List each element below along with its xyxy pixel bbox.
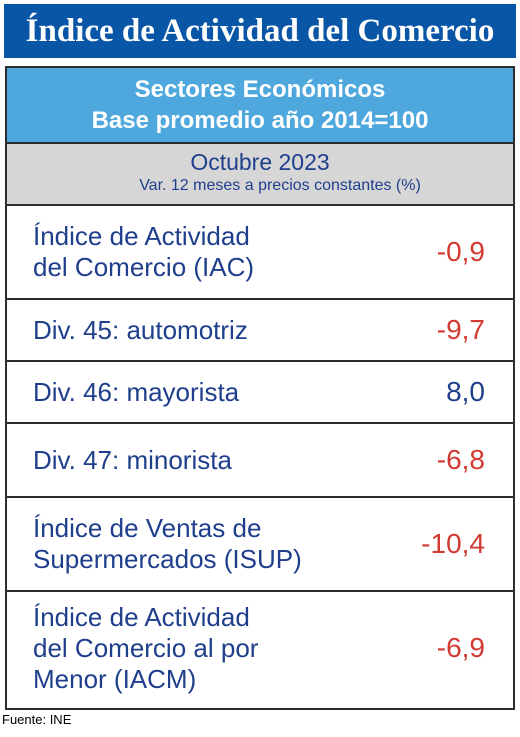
row-value: -0,9 [436,236,485,267]
row-value: -6,8 [436,444,485,475]
indicator-row-div47: Div. 47: minorista -6,8 [7,424,513,498]
source-note: Fuente: INE [2,712,72,727]
period-note: Var. 12 meses a precios constantes (%) [139,177,421,194]
indicator-row-div45: Div. 45: automotriz -9,7 [7,300,513,362]
row-label: Índice de Ventas de Supermercados (ISUP) [33,513,302,574]
row-label: Índice de Actividad del Comercio al por … [33,601,259,694]
row-label: Div. 47: minorista [33,444,232,475]
indicator-panel: Sectores Económicos Base promedio año 20… [5,66,515,710]
page-title: Índice de Actividad del Comercio [25,12,495,49]
subheader-line-2: Base promedio año 2014=100 [91,107,429,134]
period-month: Octubre 2023 [190,149,330,175]
title-bar: Índice de Actividad del Comercio [4,4,516,58]
row-label: Div. 45: automotriz [33,314,248,345]
row-value: -6,9 [436,632,485,663]
indicator-row-iacm: Índice de Actividad del Comercio al por … [7,592,513,704]
row-value: -10,4 [421,528,485,559]
indicator-row-iac: Índice de Actividad del Comercio (IAC) -… [7,206,513,300]
row-label: Índice de Actividad del Comercio (IAC) [33,221,255,282]
row-label: Div. 46: mayorista [33,376,240,407]
indicator-row-div46: Div. 46: mayorista 8,0 [7,362,513,424]
subheader: Sectores Económicos Base promedio año 20… [7,68,513,144]
period-header: Octubre 2023 Var. 12 meses a precios con… [7,144,513,206]
indicator-row-isup: Índice de Ventas de Supermercados (ISUP)… [7,498,513,592]
subheader-line-1: Sectores Económicos [134,76,386,103]
row-value: -9,7 [436,314,485,345]
row-value: 8,0 [446,376,485,407]
